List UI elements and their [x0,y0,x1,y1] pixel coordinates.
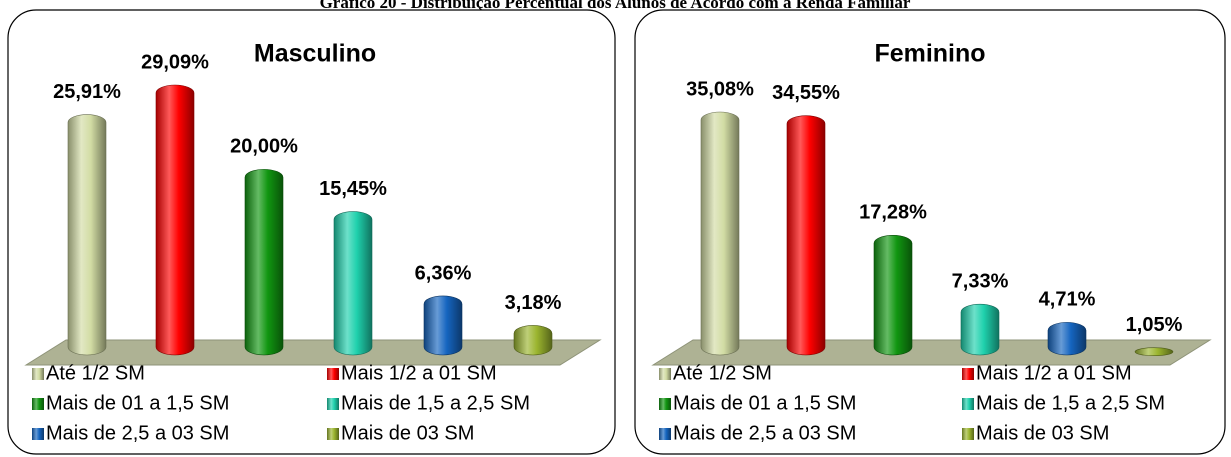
bar [786,115,826,356]
page-title: Gráfico 20 - Distribuição Percentual dos… [320,0,911,12]
legend-swatch [962,428,974,440]
legend-label: Mais de 01 a 1,5 SM [673,392,856,414]
legend-swatch [962,368,974,380]
legend-label: Mais de 01 a 1,5 SM [46,392,229,414]
data-label: 15,45% [319,178,387,200]
data-label: 29,09% [141,51,209,73]
data-label: 4,71% [1039,289,1096,311]
legend-swatch [327,398,339,410]
bar [333,211,373,356]
data-label: 17,28% [859,202,927,224]
data-label: 6,36% [415,262,472,284]
legend-swatch [32,398,44,410]
legend-label: Mais de 2,5 a 03 SM [46,422,229,444]
legend-swatch [327,428,339,440]
bar [873,235,913,356]
bar [700,111,740,356]
legend-swatch [32,428,44,440]
data-label: 1,05% [1126,314,1183,336]
data-label: 20,00% [230,136,298,158]
legend-label: Mais de 03 SM [976,422,1109,444]
legend-swatch [32,368,44,380]
bar [423,295,463,356]
legend-label: Mais 1/2 a 01 SM [341,362,497,384]
legend-swatch [659,398,671,410]
data-label: 3,18% [505,292,562,314]
legend-label: Até 1/2 SM [46,362,145,384]
data-label: 35,08% [686,78,754,100]
bar [513,325,553,356]
chart-title: Feminino [874,40,985,68]
legend-label: Mais de 03 SM [341,422,474,444]
bar [155,84,195,356]
legend-label: Mais de 2,5 a 03 SM [673,422,856,444]
bar [244,169,284,356]
legend-label: Mais de 1,5 a 2,5 SM [341,392,530,414]
bar [1047,322,1087,356]
legend-swatch [659,368,671,380]
chart-title: Masculino [254,40,376,68]
legend-swatch [327,368,339,380]
data-label: 25,91% [53,81,121,103]
bar [67,114,107,356]
legend-swatch [962,398,974,410]
legend-label: Mais 1/2 a 01 SM [976,362,1132,384]
legend-label: Até 1/2 SM [673,362,772,384]
legend-label: Mais de 1,5 a 2,5 SM [976,392,1165,414]
bar [1134,347,1174,357]
data-label: 34,55% [772,82,840,104]
bar [960,303,1000,356]
legend-swatch [659,428,671,440]
data-label: 7,33% [952,271,1009,293]
